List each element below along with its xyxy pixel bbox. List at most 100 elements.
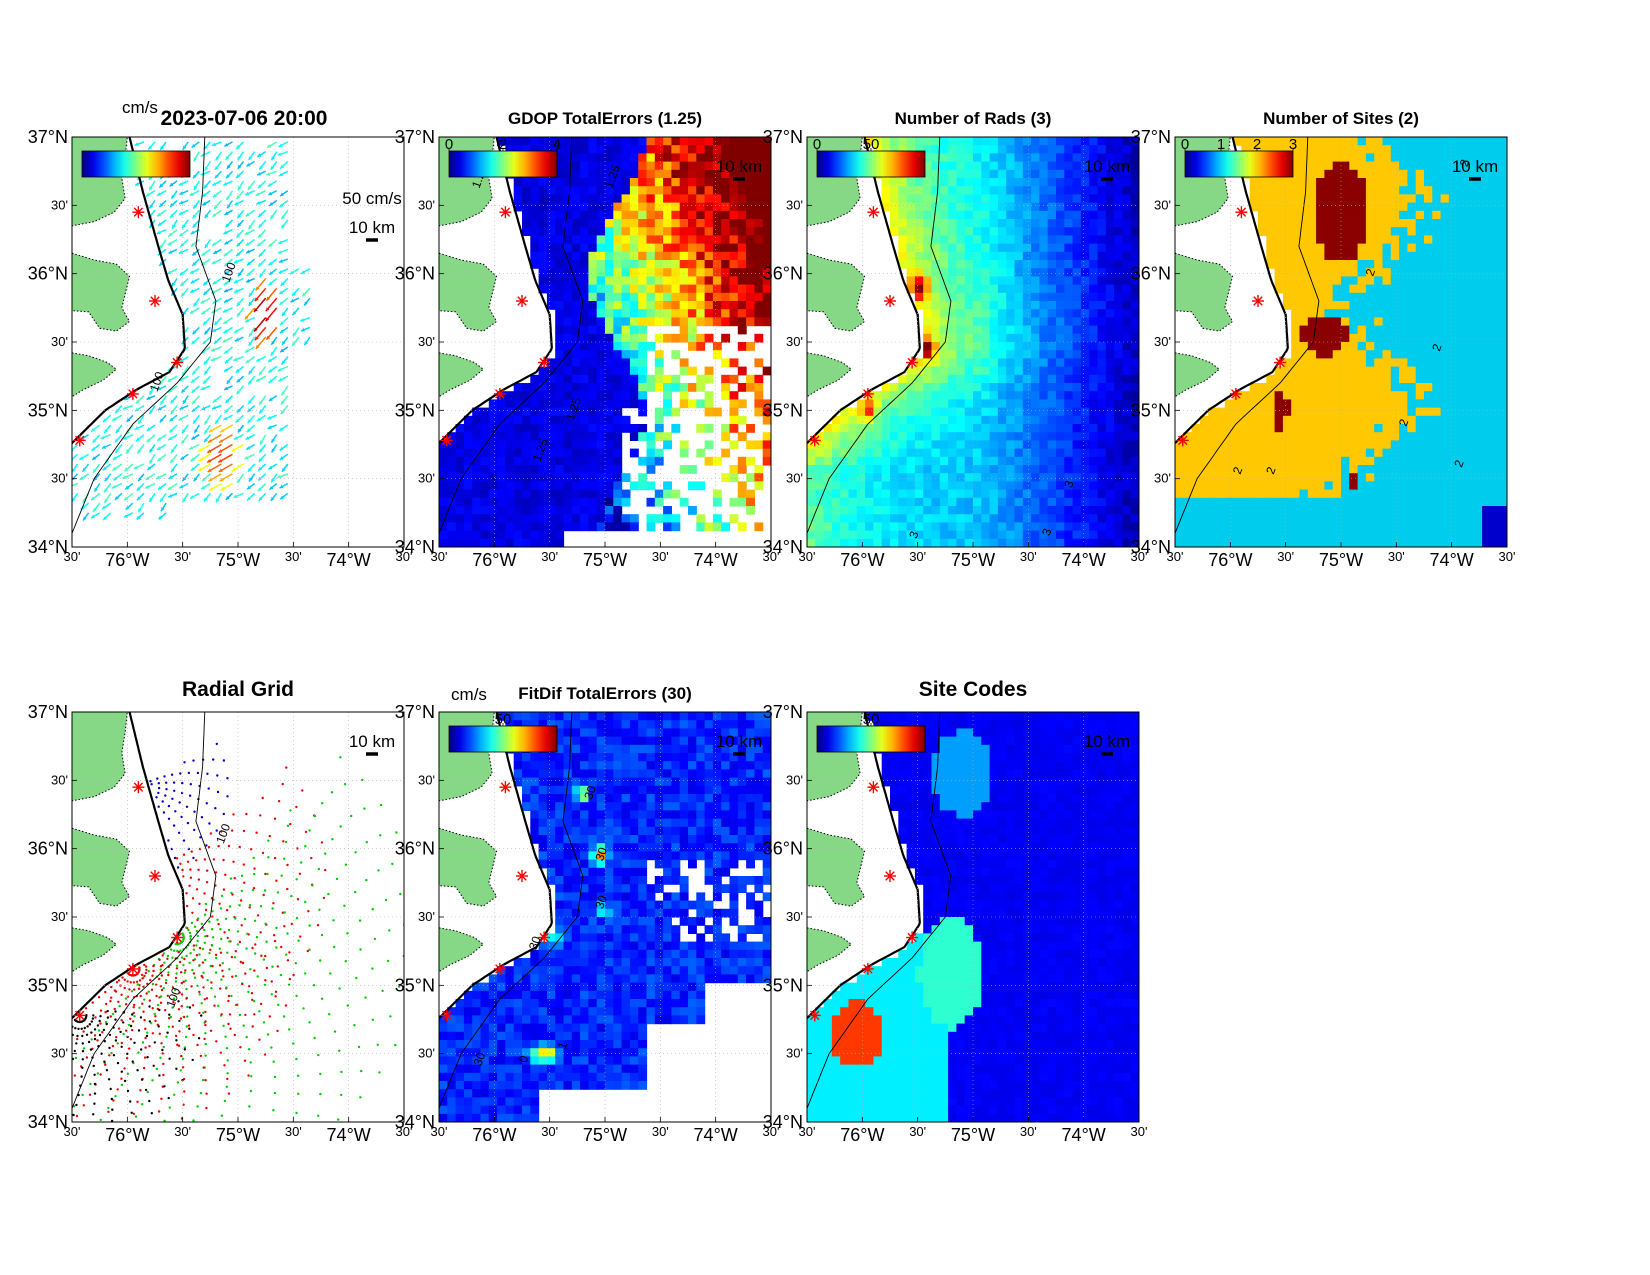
current-vector-head [192,330,197,335]
gdop-cell [555,243,565,253]
current-vector-head [207,449,212,453]
nrads-cell [873,506,883,515]
nrads-cell [807,506,816,515]
gdop-cell [588,251,598,261]
current-vector-head [168,436,173,441]
nrads-cell [1047,514,1057,523]
nsites-cell [1224,448,1234,458]
gdop-cell [696,448,706,458]
nrads-cell [973,227,982,236]
nsites-cell [1175,481,1184,491]
gdop-cell [439,530,448,540]
nrads-cell [914,374,924,384]
gdop-cell [712,260,722,269]
nsites-cell [1266,210,1276,220]
gdop-cell [463,530,473,540]
nrads-cell [823,514,833,523]
nrads-cell [1097,342,1107,351]
gdop-cell [546,137,556,146]
nsites-cell [1249,178,1259,187]
nrads-cell [931,440,941,450]
gdop-cell [688,210,697,220]
nrads-cell [1080,506,1090,515]
nsites-cell [1341,407,1350,417]
gdop-cell [605,424,614,433]
current-vector-head [278,259,283,263]
nrads-cell [865,538,874,547]
nrads-cell [1105,432,1115,441]
gdop-cell [737,366,747,376]
nrads-cell [807,538,816,547]
nrads-cell [948,391,957,400]
nrads-cell [1014,317,1024,327]
nsites-cell [1208,456,1218,466]
nrads-cell [948,137,957,146]
nrads-cell [1056,391,1065,400]
nrads-cell [1006,374,1016,384]
nsites-cell [1324,465,1334,474]
x-tick-label: 30' [652,549,669,564]
gdop-cell [497,530,506,540]
nrads-cell [923,383,933,392]
nsites-cell [1332,481,1342,491]
gdop-cell [580,514,589,523]
gdop-cell [754,465,764,474]
chart-title: Number of Rads (3) [895,109,1052,128]
nsites-cell [1266,448,1276,458]
nrads-cell [1039,243,1049,253]
nsites-cell [1316,169,1325,179]
current-vector-head [104,429,108,434]
gdop-cell [588,465,598,474]
gdop-cell [729,514,739,523]
nrads-cell [923,169,933,179]
gdop-cell [613,137,623,146]
gdop-cell [563,506,573,515]
gdop-cell [546,178,556,187]
gdop-cell [638,456,648,466]
nrads-cell [1006,538,1016,547]
nrads-cell [939,145,949,154]
gdop-cell [638,243,648,253]
nrads-cell [948,415,957,425]
nrads-cell [1097,374,1107,384]
nsites-cell [1224,489,1234,499]
nsites-cell [1266,506,1276,515]
nrads-cell [1022,243,1032,253]
nrads-cell [890,530,899,540]
nrads-cell [989,219,999,228]
gdop-cell [588,178,598,187]
nsites-cell [1291,161,1301,171]
current-vector-head [248,370,253,375]
nsites-cell [1332,301,1342,310]
gdop-cell [762,317,771,327]
nrads-cell [1097,145,1107,154]
gdop-cell [654,374,664,384]
nrads-cell [981,374,991,384]
gdop-cell [621,383,631,392]
nrads-cell [981,465,991,474]
nrads-cell [815,489,825,499]
nsites-cell [1332,202,1342,212]
gdop-cell [538,210,548,220]
gdop-cell [679,440,689,450]
nrads-cell [831,538,841,547]
gdop-cell [596,448,606,458]
gdop-cell [613,251,623,261]
nrads-cell [906,276,916,286]
nrads-cell [1039,309,1049,318]
nsites-cell [1282,301,1292,310]
nrads-cell [997,325,1007,335]
current-vector-head [268,281,273,286]
gdop-cell [463,497,473,507]
gdop-cell [605,260,614,269]
nsites-cell [1258,424,1267,433]
nrads-cell [1089,489,1099,499]
current-vector-head [168,494,173,498]
nrads-cell [939,227,949,236]
current-vector-head [201,252,206,256]
nrads-cell [997,292,1007,302]
current-vector-head [245,212,250,217]
nrads-cell [989,186,999,195]
gdop-cell [605,145,614,154]
nsites-cell [1249,448,1259,458]
